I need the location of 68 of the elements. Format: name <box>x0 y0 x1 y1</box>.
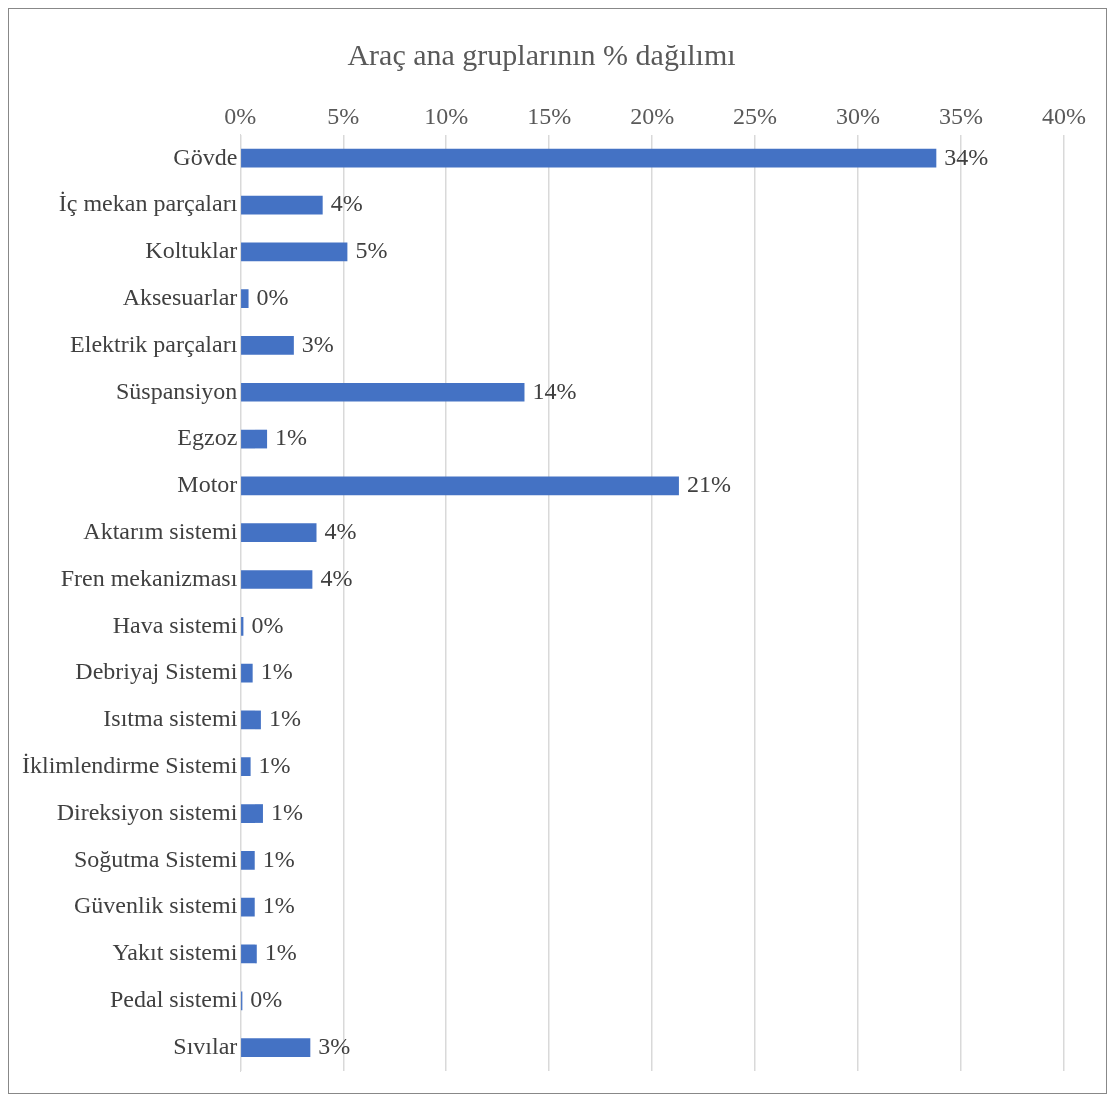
bar <box>241 944 257 964</box>
x-tick-label: 10% <box>424 102 469 129</box>
data-label: 3% <box>318 1032 351 1059</box>
bar <box>241 570 313 589</box>
data-label: 14% <box>532 377 577 404</box>
data-label: 1% <box>260 658 293 685</box>
bar <box>241 148 937 168</box>
y-tick-label: İç mekan parçaları <box>58 190 238 217</box>
x-tick-label: 0% <box>224 102 257 129</box>
bar <box>241 242 348 262</box>
y-tick-label: Aktarım sistemi <box>83 517 238 544</box>
data-label: 1% <box>275 424 308 451</box>
data-label: 1% <box>258 752 291 779</box>
bar <box>241 757 251 777</box>
y-tick-label: Pedal sistemi <box>109 986 238 1013</box>
data-label: 1% <box>262 845 295 872</box>
y-tick-label: Süspansiyon <box>115 377 238 404</box>
y-tick-label: Isıtma sistemi <box>103 705 238 732</box>
x-tick-label: 35% <box>939 102 984 129</box>
y-tick-label: Egzoz <box>177 424 238 451</box>
y-tick-label: Güvenlik sistemi <box>73 892 238 919</box>
bar <box>241 1038 311 1057</box>
data-label: 4% <box>320 564 353 591</box>
bar <box>241 336 294 355</box>
data-label: 1% <box>262 892 295 919</box>
x-tick-label: 5% <box>327 102 360 129</box>
y-tick-label: Elektrik parçaları <box>70 330 238 357</box>
y-tick-label: Koltuklar <box>145 237 238 264</box>
bar <box>241 804 263 823</box>
x-tick-label: 15% <box>527 102 572 129</box>
chart-title: Araç ana gruplarının % dağılımı <box>347 37 736 71</box>
y-tick-label: Yakıt sistemi <box>112 939 238 966</box>
data-label: 4% <box>324 517 357 544</box>
bar <box>241 476 679 496</box>
bar <box>241 429 268 449</box>
bar <box>241 850 255 870</box>
data-label: 1% <box>270 798 303 825</box>
y-tick-label: Aksesuarlar <box>122 283 238 310</box>
y-tick-label: Debriyaj Sistemi <box>75 658 238 685</box>
data-label: 3% <box>301 330 334 357</box>
x-tick-label: 20% <box>630 102 675 129</box>
y-tick-label: Hava sistemi <box>112 611 238 638</box>
data-label: 5% <box>355 237 388 264</box>
x-tick-label: 30% <box>836 102 881 129</box>
data-label: 0% <box>256 283 289 310</box>
y-tick-label: Motor <box>177 471 238 498</box>
bar <box>241 382 525 402</box>
data-label: 1% <box>268 705 301 732</box>
y-tick-label: Sıvılar <box>173 1032 238 1059</box>
y-tick-label: Direksiyon sistemi <box>56 798 238 825</box>
data-label: 4% <box>330 190 363 217</box>
y-tick-label: Gövde <box>173 143 238 170</box>
data-label: 0% <box>251 611 284 638</box>
bar <box>241 289 249 308</box>
bar <box>241 897 255 917</box>
data-label: 1% <box>264 939 297 966</box>
bar <box>241 710 261 730</box>
x-tick-label: 40% <box>1042 102 1086 129</box>
y-tick-label: İklimlendirme Sistemi <box>22 752 238 779</box>
data-label: 0% <box>250 986 283 1013</box>
bar <box>241 663 253 683</box>
bar <box>241 195 323 215</box>
data-label: 34% <box>944 143 989 170</box>
data-label: 21% <box>686 471 731 498</box>
x-tick-label: 25% <box>733 102 778 129</box>
bar <box>241 523 317 543</box>
y-tick-label: Fren mekanizması <box>60 564 238 591</box>
y-tick-label: Soğutma Sistemi <box>73 845 238 872</box>
